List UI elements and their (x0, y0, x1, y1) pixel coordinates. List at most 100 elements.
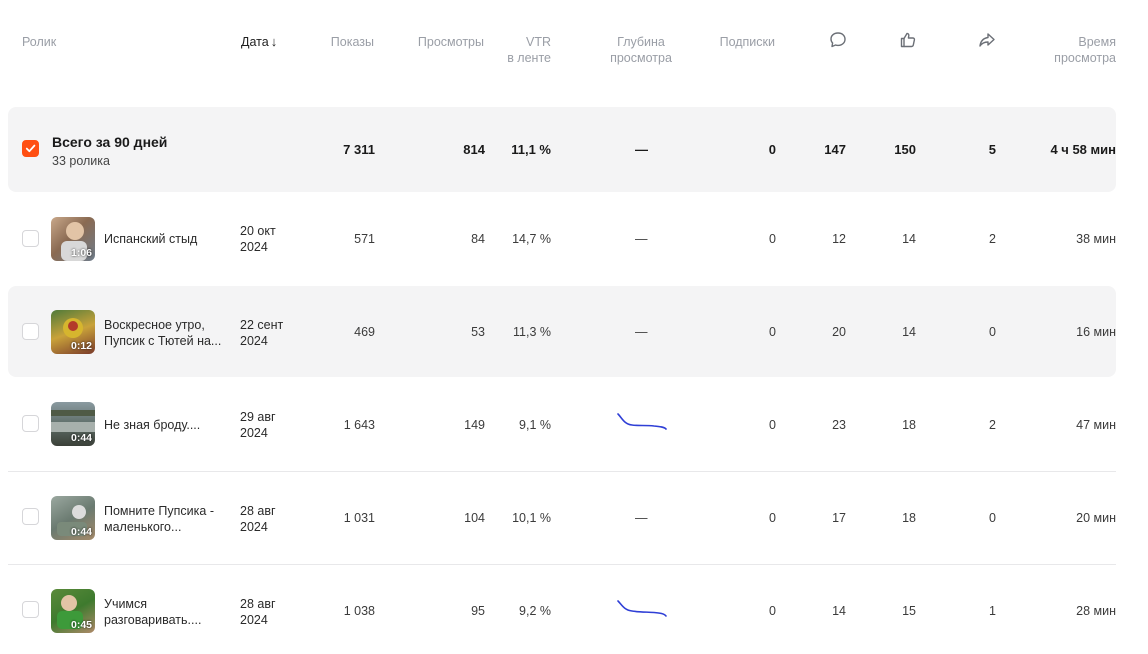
video-likes: 18 (902, 511, 916, 525)
video-duration: 1:06 (70, 247, 92, 259)
video-impressions: 571 (354, 232, 375, 246)
total-subscriptions: 0 (768, 142, 776, 157)
video-subscriptions: 0 (769, 418, 776, 432)
table-header: Ролик Дата ↓ Показы Просмотры VTR в ленте… (0, 0, 1148, 100)
video-watch-time: 38 мин (1076, 232, 1116, 246)
column-header-depth[interactable]: Глубина просмотра (600, 34, 682, 66)
column-header-views[interactable]: Просмотры (417, 35, 484, 49)
table-row[interactable]: 1:06 Испанский стыд 20 окт 2024 571 84 1… (8, 196, 1116, 281)
video-comments: 20 (832, 325, 846, 339)
share-icon[interactable] (977, 30, 997, 50)
total-views: 814 (463, 142, 485, 157)
thumbnail-image (57, 595, 83, 629)
video-subscriptions: 0 (769, 325, 776, 339)
total-depth: — (635, 142, 648, 157)
date-line1: 29 авг (240, 410, 276, 424)
column-header-vtr[interactable]: VTR в ленте (490, 34, 551, 66)
video-impressions: 1 031 (343, 511, 375, 525)
video-vtr: 14,7 % (512, 232, 551, 246)
video-comments: 12 (832, 232, 846, 246)
date-line2: 2024 (240, 613, 268, 627)
total-vtr: 11,1 % (511, 142, 551, 157)
video-subscriptions: 0 (769, 604, 776, 618)
depth-header-line1: Глубина (617, 35, 665, 49)
video-likes: 15 (902, 604, 916, 618)
date-line2: 2024 (240, 426, 268, 440)
table-row[interactable]: 0:12 Воскресное утро, Пупсик с Тютей на.… (8, 286, 1116, 377)
video-thumbnail[interactable]: 0:44 (51, 402, 95, 446)
video-watch-time: 28 мин (1076, 604, 1116, 618)
table-row[interactable]: 0:44 Помните Пупсика - маленького... 28 … (8, 471, 1116, 564)
date-header-label: Дата (241, 35, 269, 49)
row-checkbox[interactable] (22, 323, 39, 340)
video-title[interactable]: Помните Пупсика - маленького... (104, 504, 214, 534)
video-likes: 18 (902, 418, 916, 432)
select-all-checkbox[interactable] (22, 140, 39, 157)
row-checkbox[interactable] (22, 230, 39, 247)
video-thumbnail[interactable]: 0:45 (51, 589, 95, 633)
retention-sparkline (617, 413, 667, 430)
video-title[interactable]: Воскресное утро, Пупсик с Тютей на... (104, 318, 222, 348)
video-impressions: 1 038 (343, 604, 375, 618)
vtr-header-line2: в ленте (507, 51, 551, 65)
thumbnail-image (63, 318, 83, 338)
column-header-date[interactable]: Дата ↓ (241, 34, 277, 50)
video-vtr: 9,2 % (519, 604, 551, 618)
video-depth: — (635, 325, 648, 339)
date-line1: 28 авг (240, 504, 276, 518)
table-row[interactable]: 0:45 Учимся разговаривать.... 28 авг 202… (8, 564, 1116, 654)
comment-icon[interactable] (828, 30, 848, 50)
video-title[interactable]: Испанский стыд (104, 232, 198, 246)
watch-time-header-line1: Время (1078, 35, 1116, 49)
thumbnail-image (61, 222, 87, 261)
date-line1: 22 сент (240, 318, 284, 332)
total-comments: 147 (824, 142, 846, 157)
date-line2: 2024 (240, 334, 268, 348)
total-subtitle: 33 ролика (52, 154, 110, 168)
table-row[interactable]: 0:44 Не зная броду.... 29 авг 2024 1 643… (8, 380, 1116, 465)
video-title[interactable]: Учимся разговаривать.... (104, 597, 202, 627)
video-thumbnail[interactable]: 0:12 (51, 310, 95, 354)
column-header-impressions[interactable]: Показы (330, 35, 374, 49)
video-subscriptions: 0 (769, 511, 776, 525)
thumbnail-image (51, 410, 95, 432)
video-duration: 0:44 (70, 526, 92, 538)
row-checkbox[interactable] (22, 601, 39, 618)
total-watch-time: 4 ч 58 мин (1050, 142, 1116, 157)
video-comments: 14 (832, 604, 846, 618)
video-comments: 17 (832, 511, 846, 525)
video-date: 28 авг 2024 (240, 596, 300, 628)
video-thumbnail[interactable]: 1:06 (51, 217, 95, 261)
depth-header-line2: просмотра (610, 51, 672, 65)
video-date: 29 авг 2024 (240, 409, 300, 441)
video-depth: — (635, 232, 648, 246)
column-header-watch-time[interactable]: Время просмотра (1030, 34, 1116, 66)
thumbs-up-icon[interactable] (898, 30, 918, 50)
video-duration: 0:45 (70, 619, 92, 631)
video-depth: — (635, 511, 648, 525)
video-watch-time: 16 мин (1076, 325, 1116, 339)
date-line1: 20 окт (240, 224, 276, 238)
video-comments: 23 (832, 418, 846, 432)
row-checkbox[interactable] (22, 508, 39, 525)
vtr-header-line1: VTR (526, 35, 551, 49)
video-shares: 2 (989, 418, 996, 432)
video-title[interactable]: Не зная броду.... (104, 418, 201, 432)
total-impressions: 7 311 (343, 142, 375, 157)
retention-sparkline (617, 600, 667, 617)
sort-desc-icon: ↓ (270, 34, 278, 49)
total-title: Всего за 90 дней (52, 134, 168, 150)
video-date: 22 сент 2024 (240, 317, 300, 349)
video-likes: 14 (902, 232, 916, 246)
video-date: 20 окт 2024 (240, 223, 300, 255)
column-header-subscriptions[interactable]: Подписки (719, 35, 775, 49)
video-vtr: 9,1 % (519, 418, 551, 432)
video-thumbnail[interactable]: 0:44 (51, 496, 95, 540)
video-views: 84 (471, 232, 485, 246)
video-shares: 0 (989, 511, 996, 525)
video-shares: 2 (989, 232, 996, 246)
row-checkbox[interactable] (22, 415, 39, 432)
video-watch-time: 20 мин (1076, 511, 1116, 525)
column-header-video[interactable]: Ролик (22, 35, 57, 49)
video-duration: 0:12 (70, 340, 92, 352)
